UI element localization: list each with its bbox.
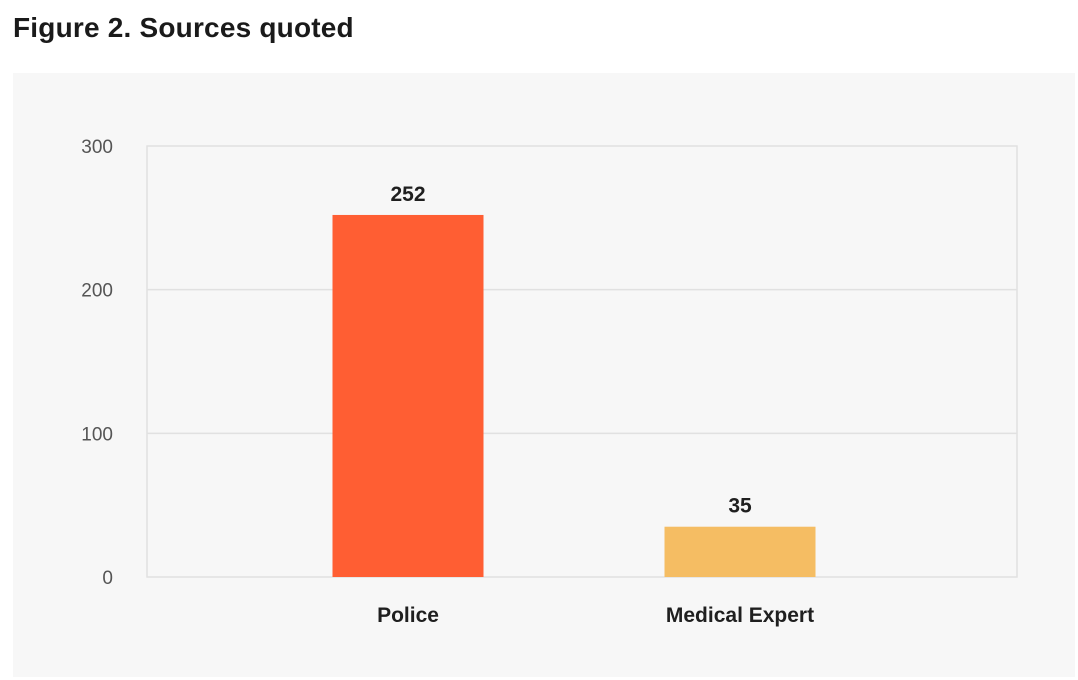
bar-medical-expert <box>664 526 816 577</box>
chart-panel: 0 100 200 300 252 35 Police Medical Expert <box>13 73 1075 677</box>
x-axis: Police Medical Expert <box>377 604 814 627</box>
y-tick-label: 0 <box>102 568 113 589</box>
data-label: 252 <box>390 183 425 206</box>
bar-chart: 0 100 200 300 252 35 Police Medical Expert <box>81 137 1018 627</box>
x-tick-label: Police <box>377 604 439 627</box>
grid-layer <box>146 145 1018 578</box>
plot-frame <box>146 145 1018 578</box>
y-axis: 0 100 200 300 <box>81 137 113 589</box>
data-labels: 252 35 <box>390 183 752 518</box>
data-label: 35 <box>728 495 752 518</box>
y-tick-label: 100 <box>81 424 113 445</box>
bars <box>332 214 816 577</box>
y-tick-label: 200 <box>81 281 113 302</box>
figure-title: Figure 2. Sources quoted <box>13 12 354 43</box>
x-tick-label: Medical Expert <box>666 604 814 627</box>
y-tick-label: 300 <box>81 137 113 158</box>
bar-police <box>332 214 484 577</box>
